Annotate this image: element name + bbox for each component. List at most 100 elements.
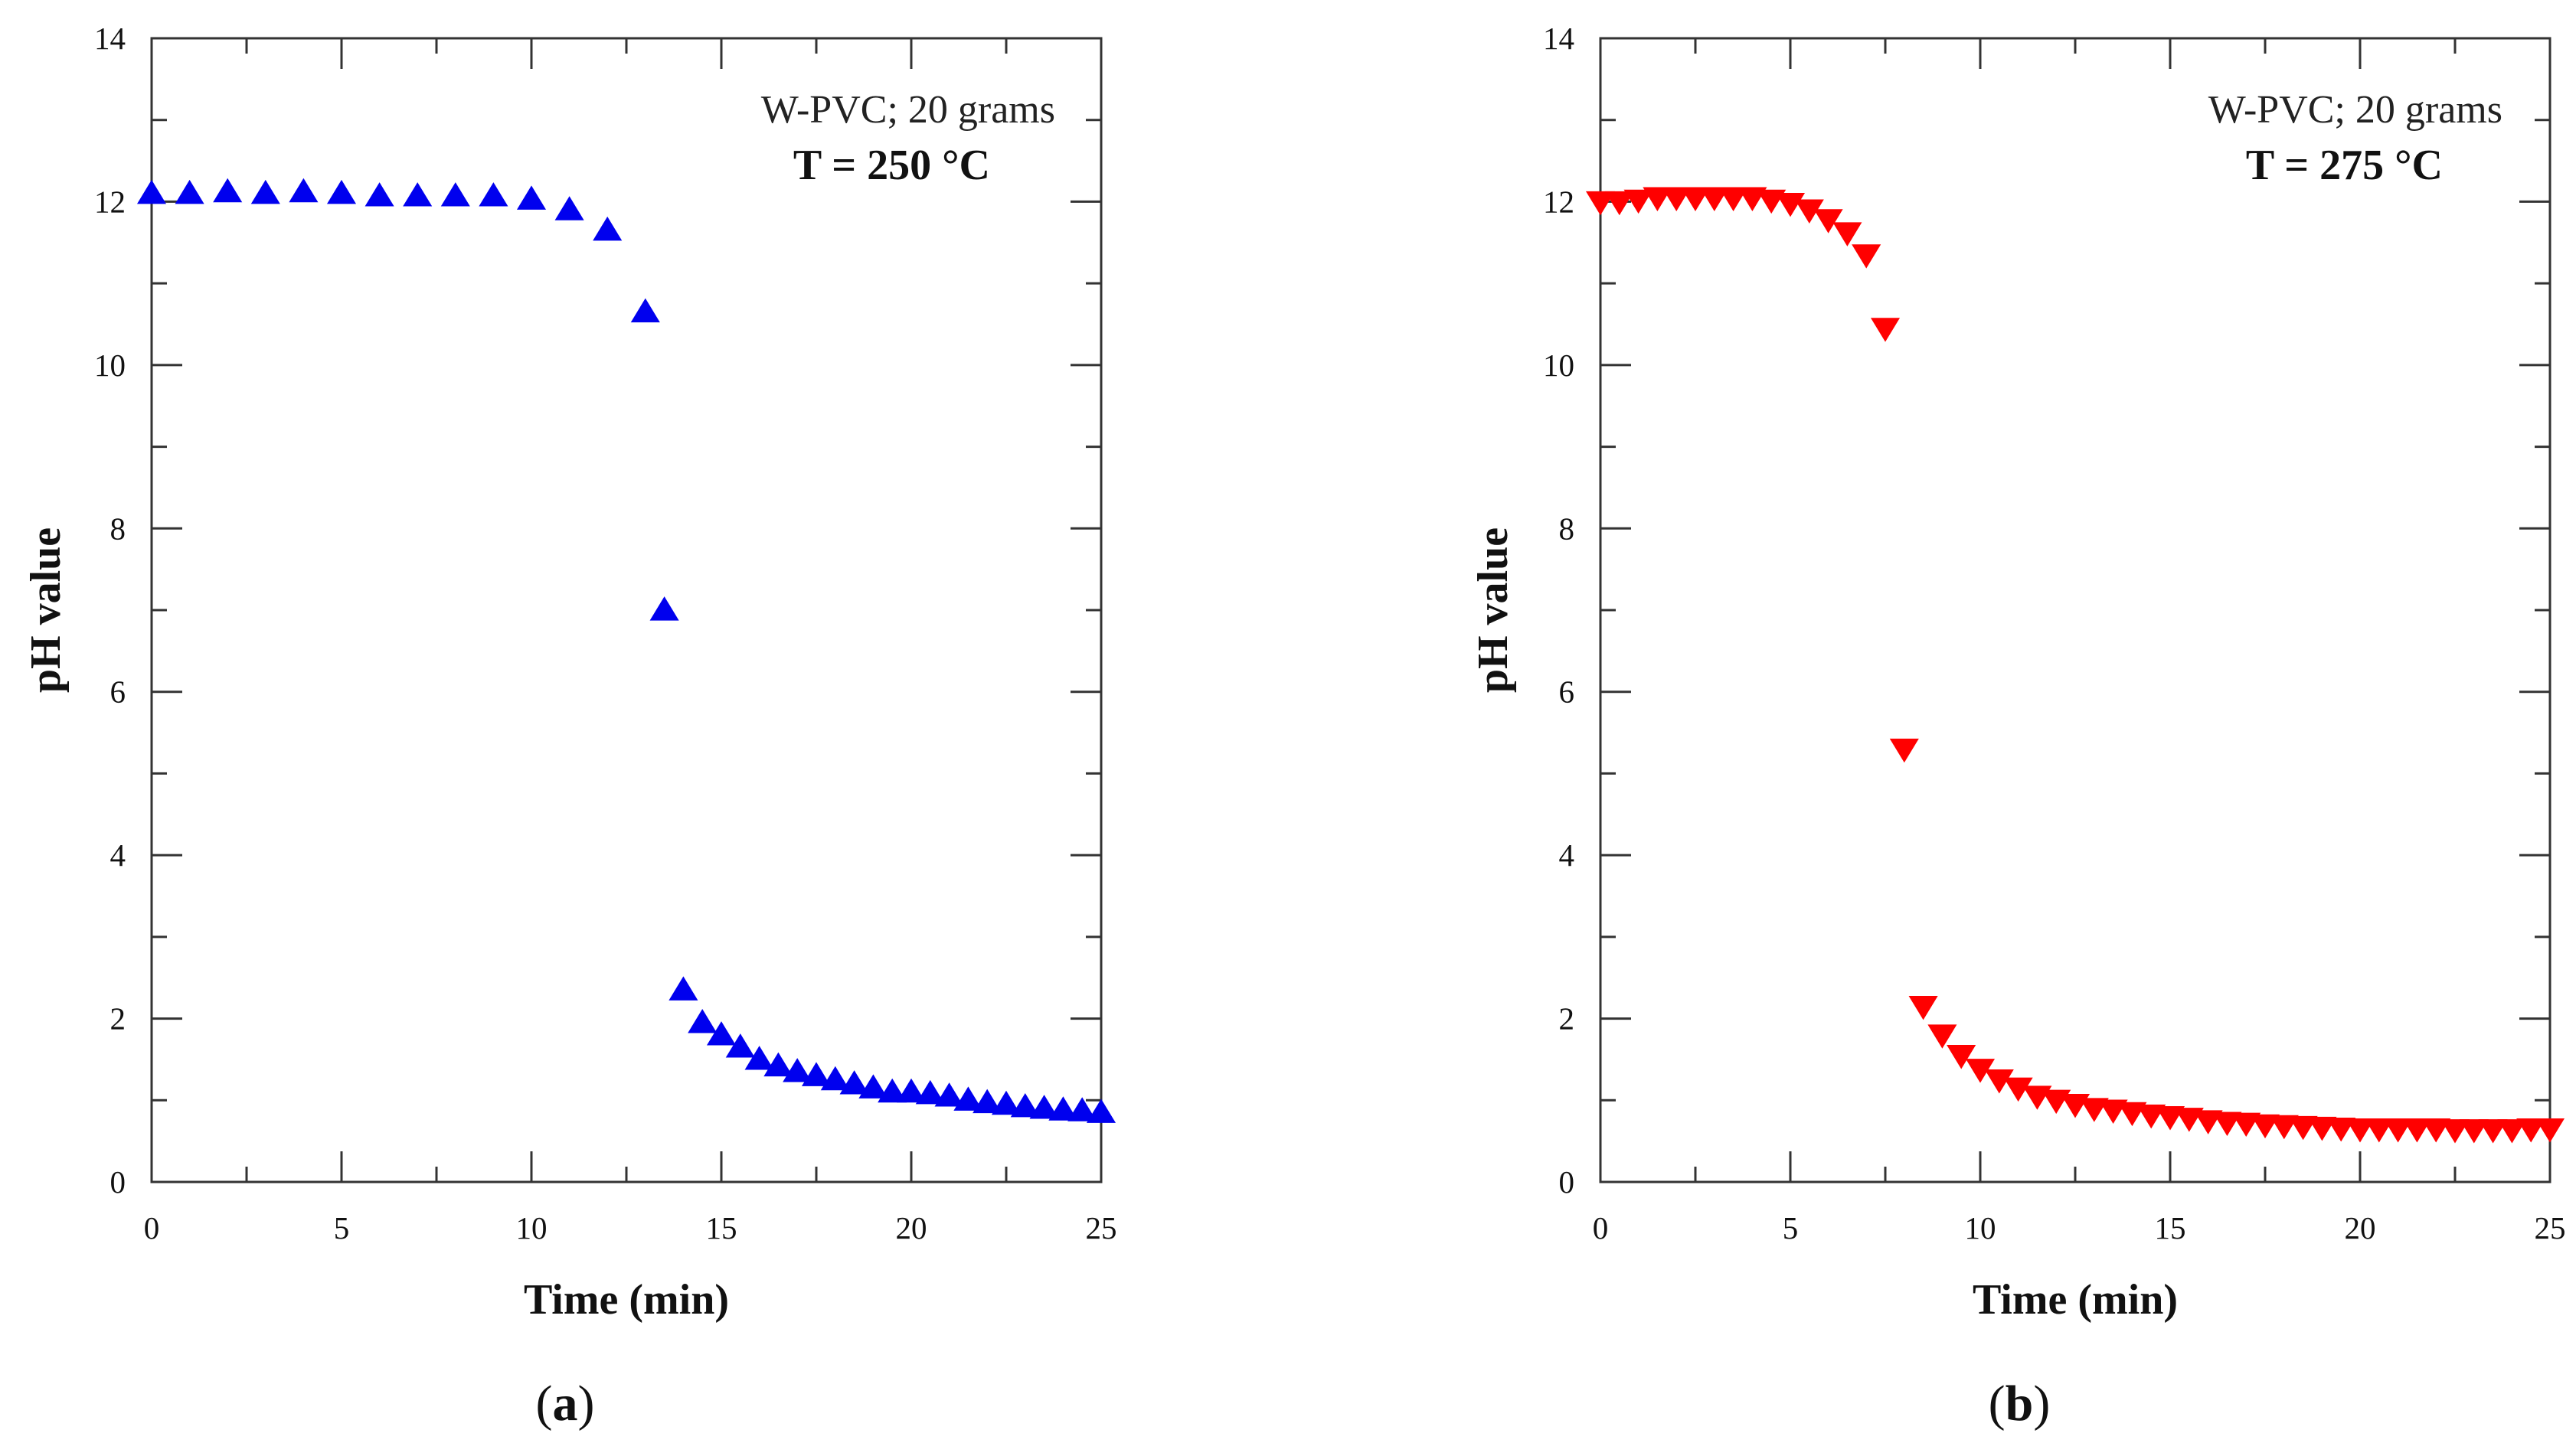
- data-point: [2364, 1118, 2394, 1143]
- y-tick-label: 10: [94, 348, 126, 383]
- data-point: [1965, 1059, 1996, 1083]
- data-point: [2497, 1119, 2527, 1144]
- data-point: [2307, 1116, 2337, 1141]
- chart-panel-a: 0 2 4 6 8 10 12 14 0 5 10 15 20 25 W-PVC; 20 grams T …: [22, 21, 1117, 1432]
- data-point: [744, 1046, 774, 1070]
- data-point: [175, 179, 204, 204]
- data-point: [630, 298, 660, 323]
- data-point: [136, 179, 167, 204]
- y-tick-label: 2: [110, 1001, 126, 1037]
- data-point: [1680, 187, 1711, 211]
- x-tick-label: 15: [706, 1210, 737, 1245]
- data-point: [2250, 1114, 2280, 1139]
- y-tick-label: 4: [110, 837, 126, 873]
- data-point: [878, 1078, 907, 1103]
- data-point: [688, 1009, 718, 1033]
- data-point: [1029, 1095, 1059, 1119]
- data-point: [516, 185, 547, 210]
- data-point: [1870, 318, 1901, 342]
- panel-label-open: (: [536, 1376, 553, 1432]
- data-point: [2421, 1118, 2451, 1143]
- data-point: [1623, 189, 1653, 214]
- data-point: [2478, 1119, 2508, 1144]
- data-point: [1086, 1099, 1116, 1123]
- annotation-sample: W-PVC; 20 grams: [761, 88, 1055, 132]
- data-point: [1067, 1097, 1097, 1121]
- x-tick-label: 15: [2155, 1210, 2186, 1245]
- data-point: [1813, 209, 1843, 233]
- data-point: [1852, 244, 1881, 269]
- data-point: [2459, 1119, 2489, 1144]
- data-point: [250, 179, 280, 204]
- data-point: [706, 1021, 737, 1046]
- data-point: [858, 1074, 888, 1099]
- data-point: [2383, 1118, 2413, 1143]
- y-tick-label: 0: [110, 1164, 126, 1200]
- data-point: [2003, 1077, 2033, 1102]
- data-point: [1908, 995, 1938, 1020]
- y-tick-label: 12: [94, 184, 126, 219]
- tick-labels: 0 2 4 6 8 10 12 14 0 5 10 15 20 25: [1543, 21, 2566, 1245]
- y-tick-label: 4: [1559, 837, 1575, 873]
- x-tick-label: 20: [2345, 1210, 2376, 1245]
- data-point: [649, 596, 679, 621]
- data-point: [783, 1058, 812, 1082]
- y-tick-label: 14: [1543, 21, 1574, 56]
- y-tick-label: 12: [1543, 184, 1574, 219]
- data-point: [2535, 1118, 2565, 1143]
- data-point: [953, 1086, 983, 1111]
- data-point: [1832, 222, 1862, 246]
- plot-frame: [150, 37, 1103, 1183]
- y-tick-label: 0: [1559, 1164, 1575, 1200]
- data-point: [2212, 1112, 2242, 1136]
- chart-panel-b: 0 2 4 6 8 10 12 14 0 5 10 15 20 25 W-PVC; 20 grams T …: [1469, 21, 2566, 1432]
- data-point: [1794, 199, 1824, 224]
- y-axis-title: pH value: [1469, 527, 1517, 693]
- data-point: [403, 182, 433, 207]
- data-point: [1889, 738, 1919, 763]
- data-point: [1662, 187, 1692, 211]
- data-point: [991, 1090, 1022, 1115]
- data-point: [896, 1078, 927, 1103]
- data-point: [801, 1062, 832, 1086]
- y-tick-label: 2: [1559, 1001, 1575, 1037]
- x-tick-label: 0: [1593, 1210, 1609, 1245]
- data-point: [915, 1079, 945, 1105]
- y-tick-label: 6: [1559, 674, 1575, 710]
- data-point: [1010, 1092, 1040, 1118]
- x-tick-label: 10: [1965, 1210, 1996, 1245]
- data-point: [820, 1066, 850, 1091]
- data-point: [326, 179, 357, 204]
- data-point: [440, 182, 470, 207]
- data-point: [1585, 191, 1616, 216]
- data-point: [2402, 1118, 2432, 1143]
- data-point: [763, 1052, 793, 1077]
- data-point: [1775, 192, 1806, 217]
- data-point: [1048, 1096, 1078, 1121]
- annotation-temperature: T = 250 °C: [793, 142, 990, 189]
- data-point: [1604, 191, 1634, 216]
- data-point: [593, 216, 623, 241]
- data-markers: [136, 178, 1116, 1123]
- data-point: [839, 1070, 869, 1095]
- x-tick-label: 25: [2535, 1210, 2566, 1245]
- data-point: [1699, 187, 1729, 211]
- data-point: [669, 976, 698, 1001]
- data-point: [1927, 1024, 1957, 1049]
- data-point: [554, 196, 584, 220]
- panel-label-b: (b): [1989, 1376, 2051, 1432]
- y-axis-title: pH value: [22, 527, 70, 693]
- data-point: [1643, 187, 1672, 211]
- y-tick-label: 6: [110, 674, 126, 710]
- data-point: [725, 1033, 755, 1058]
- data-point: [934, 1082, 964, 1107]
- data-point: [213, 178, 243, 203]
- data-point: [2345, 1118, 2375, 1143]
- panel-label-letter: b: [2006, 1376, 2034, 1432]
- data-point: [2269, 1115, 2299, 1140]
- x-tick-label: 5: [334, 1210, 350, 1245]
- data-point: [2440, 1119, 2470, 1144]
- panel-label-letter: a: [553, 1376, 578, 1432]
- axis-ticks: [1599, 37, 2551, 1183]
